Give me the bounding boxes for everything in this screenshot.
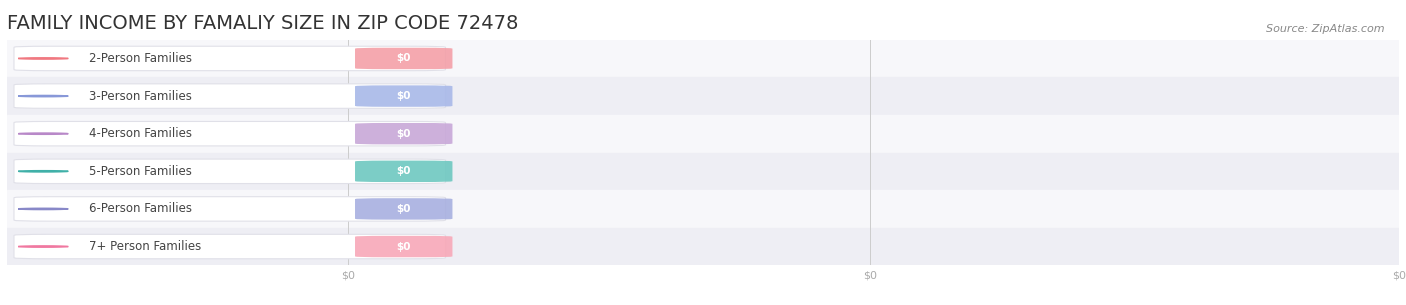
Text: 6-Person Families: 6-Person Families [89, 203, 193, 215]
Bar [7, 77, 1399, 115]
Text: 7+ Person Families: 7+ Person Families [89, 240, 201, 253]
FancyBboxPatch shape [14, 84, 446, 108]
Text: $0: $0 [396, 91, 411, 101]
Circle shape [18, 208, 69, 210]
Circle shape [18, 133, 69, 135]
Text: 5-Person Families: 5-Person Families [89, 165, 193, 178]
Text: $0: $0 [396, 242, 411, 252]
Bar [7, 190, 1399, 228]
FancyBboxPatch shape [354, 48, 453, 69]
Text: $0: $0 [396, 204, 411, 214]
Text: $0: $0 [396, 166, 411, 176]
Text: $0: $0 [396, 129, 411, 139]
Text: 3-Person Families: 3-Person Families [89, 90, 193, 102]
Circle shape [18, 246, 69, 247]
FancyBboxPatch shape [14, 159, 446, 184]
Text: Source: ZipAtlas.com: Source: ZipAtlas.com [1267, 24, 1385, 34]
Bar [7, 40, 1399, 77]
Bar [7, 152, 1399, 190]
Bar [7, 228, 1399, 265]
FancyBboxPatch shape [354, 198, 453, 220]
Circle shape [18, 58, 69, 59]
Text: 2-Person Families: 2-Person Families [89, 52, 193, 65]
FancyBboxPatch shape [14, 121, 446, 146]
FancyBboxPatch shape [354, 123, 453, 144]
Text: 4-Person Families: 4-Person Families [89, 127, 193, 140]
FancyBboxPatch shape [354, 85, 453, 107]
Text: $0: $0 [396, 53, 411, 63]
FancyBboxPatch shape [14, 46, 446, 71]
Circle shape [18, 95, 69, 97]
Bar [7, 115, 1399, 152]
FancyBboxPatch shape [354, 236, 453, 257]
FancyBboxPatch shape [14, 234, 446, 259]
Circle shape [18, 170, 69, 172]
Text: FAMILY INCOME BY FAMALIY SIZE IN ZIP CODE 72478: FAMILY INCOME BY FAMALIY SIZE IN ZIP COD… [7, 13, 519, 33]
FancyBboxPatch shape [354, 161, 453, 182]
FancyBboxPatch shape [14, 197, 446, 221]
